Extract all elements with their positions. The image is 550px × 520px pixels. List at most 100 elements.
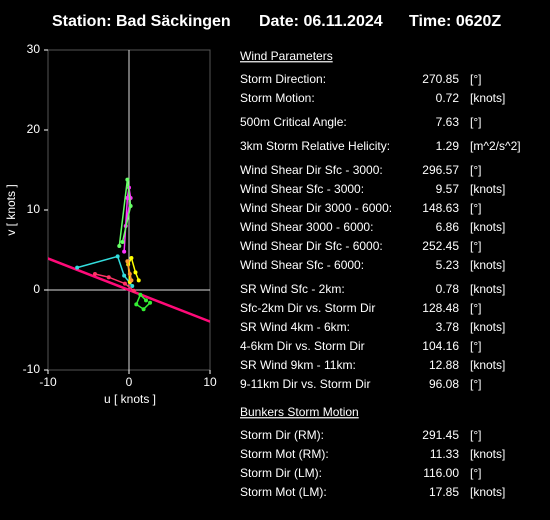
- param-value: 0.78: [436, 282, 460, 296]
- hodograph-point: [129, 278, 134, 283]
- hodograph-line: [48, 257, 210, 323]
- param-value: 12.88: [429, 358, 459, 372]
- x-tick-label: -10: [39, 375, 57, 389]
- param-value: 128.48: [422, 301, 459, 315]
- hodograph-point: [122, 249, 127, 254]
- hodograph-point: [125, 196, 130, 200]
- param-label: Wind Shear Sfc - 6000:: [240, 258, 364, 272]
- param-unit: [°]: [470, 339, 481, 353]
- param-value: 104.16: [422, 339, 459, 353]
- param-value: 96.08: [429, 377, 459, 391]
- param-label: Wind Shear Dir Sfc - 3000:: [240, 163, 383, 177]
- param-unit: [°]: [470, 201, 481, 215]
- hodograph-point: [134, 302, 139, 307]
- hodograph-point: [125, 177, 130, 182]
- hodograph-point: [120, 240, 125, 244]
- hodograph-point: [125, 259, 130, 264]
- hodograph-point: [138, 292, 143, 297]
- param-value: 17.85: [429, 485, 459, 499]
- param-label: 3km Storm Relative Helicity:: [240, 139, 390, 153]
- param-unit: [knots]: [470, 447, 505, 461]
- hodograph-point: [75, 265, 80, 270]
- x-tick-label: 0: [126, 375, 133, 389]
- hodograph-point: [131, 288, 136, 293]
- hodograph-point: [122, 273, 127, 278]
- param-label: 4-6km Dir vs. Storm Dir: [240, 339, 365, 353]
- param-label: 9-11km Dir vs. Storm Dir: [240, 377, 370, 391]
- param-value: 252.45: [422, 239, 459, 253]
- param-unit: [knots]: [470, 358, 505, 372]
- y-axis-label: v [ knots ]: [4, 184, 18, 235]
- hodograph-line: [118, 179, 132, 247]
- param-unit: [m^2/s^2]: [470, 139, 521, 153]
- param-value: 148.63: [422, 201, 459, 215]
- param-unit: [°]: [470, 115, 481, 129]
- param-unit: [°]: [470, 428, 481, 442]
- hodograph-line: [94, 273, 135, 292]
- param-label: Sfc-2km Dir vs. Storm Dir: [240, 301, 375, 315]
- param-label: SR Wind 9km - 11km:: [240, 358, 356, 372]
- param-value: 3.78: [436, 320, 460, 334]
- hodograph-point: [92, 272, 97, 276]
- hodograph-point: [127, 272, 132, 276]
- param-label: Wind Shear Dir Sfc - 6000:: [240, 239, 383, 253]
- param-label: Storm Motion:: [240, 91, 315, 105]
- station: Station: Bad Säckingen: [52, 13, 231, 30]
- param-unit: [knots]: [470, 220, 505, 234]
- y-tick-label: 20: [27, 122, 41, 136]
- param-value: 116.00: [423, 466, 459, 480]
- param-unit: [°]: [470, 239, 481, 253]
- param-label: Wind Shear 3000 - 6000:: [240, 220, 373, 234]
- param-unit: [°]: [470, 72, 481, 86]
- param-value: 7.63: [436, 115, 460, 129]
- param-value: 296.57: [422, 163, 459, 177]
- param-value: 6.86: [436, 220, 460, 234]
- hodograph-point: [211, 321, 215, 325]
- param-value: 9.57: [436, 182, 460, 196]
- param-unit: [knots]: [470, 258, 505, 272]
- param-value: 11.33: [430, 447, 459, 461]
- x-tick-label: 10: [203, 375, 217, 389]
- param-value: 1.29: [436, 139, 460, 153]
- param-unit: [°]: [470, 466, 481, 480]
- hodograph-point: [136, 278, 141, 283]
- param-unit: [knots]: [470, 282, 505, 296]
- hodograph-point: [0, 238, 1, 242]
- date: Date: 06.11.2024: [259, 13, 383, 30]
- param-unit: [knots]: [470, 182, 505, 196]
- param-value: 5.23: [436, 258, 460, 272]
- param-label: Wind Shear Dir 3000 - 6000:: [240, 201, 392, 215]
- section-title: Wind Parameters: [240, 49, 333, 63]
- param-unit: [knots]: [470, 91, 505, 105]
- hodograph-point: [128, 204, 133, 208]
- param-label: Storm Mot (RM):: [240, 447, 329, 461]
- section-title: Bunkers Storm Motion: [240, 405, 359, 419]
- y-tick-label: 0: [33, 282, 40, 296]
- param-label: Storm Dir (RM):: [240, 428, 324, 442]
- param-label: Storm Mot (LM):: [240, 485, 327, 499]
- hodograph-point: [106, 275, 111, 280]
- hodograph-point: [148, 300, 153, 305]
- hodograph-point: [141, 307, 146, 312]
- param-label: 500m Critical Angle:: [240, 115, 347, 129]
- param-label: SR Wind 4km - 6km:: [240, 320, 350, 334]
- param-label: Storm Dir (LM):: [240, 466, 322, 480]
- param-value: 291.45: [422, 428, 459, 442]
- time: Time: 0620Z: [409, 13, 501, 30]
- hodograph-point: [122, 281, 127, 286]
- param-unit: [knots]: [470, 320, 505, 334]
- hodograph-point: [129, 256, 134, 260]
- hodograph-point: [130, 284, 135, 288]
- hodograph-point: [115, 254, 120, 259]
- hodograph-point: [144, 298, 149, 303]
- param-unit: [°]: [470, 301, 481, 315]
- y-tick-label: 10: [27, 202, 41, 216]
- y-tick-label: -10: [23, 362, 41, 376]
- x-axis-label: u [ knots ]: [104, 392, 156, 406]
- hodograph-point: [117, 244, 122, 248]
- param-value: 270.85: [422, 72, 459, 86]
- param-label: Wind Shear Sfc - 3000:: [240, 182, 364, 196]
- hodograph-point: [133, 270, 138, 275]
- y-tick-label: 30: [27, 42, 41, 56]
